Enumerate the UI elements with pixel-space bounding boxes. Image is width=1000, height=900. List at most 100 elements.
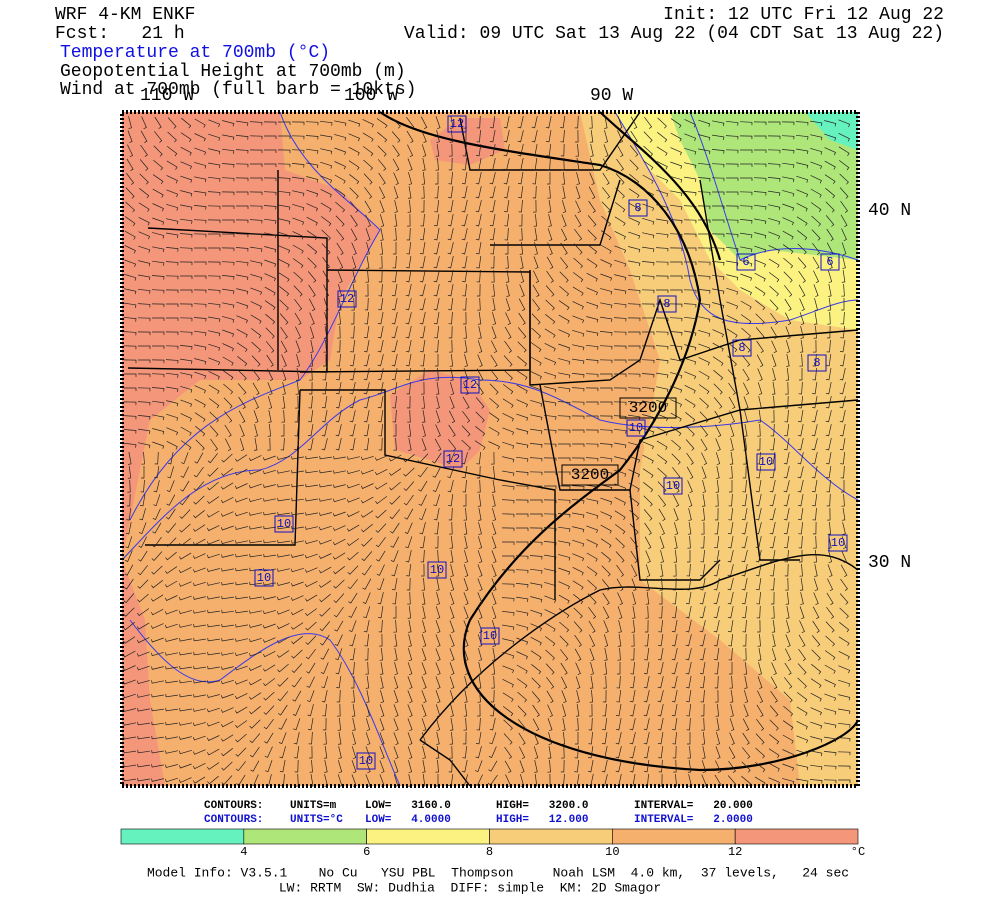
temperature-label: 10 (759, 455, 773, 469)
colorbar-unit: °C (851, 845, 865, 859)
contour-info: UNITS=m (290, 800, 337, 812)
label-box (828, 534, 848, 552)
label-box (732, 339, 752, 357)
border-line (419, 554, 859, 741)
field-title: Wind at 700mb (full barb = 10kts) (60, 80, 416, 100)
label-box (356, 752, 376, 770)
temperature-label: 12 (340, 292, 354, 306)
label-box (480, 627, 500, 645)
colorbar-tick-label: 6 (363, 845, 370, 859)
temperature-label: 6 (826, 255, 833, 269)
height-contour (379, 111, 860, 772)
temperature-contour (614, 111, 859, 325)
height-label: 3200 (629, 399, 667, 417)
temperature-label: 10 (483, 629, 497, 643)
temperature-label: 10 (666, 479, 680, 493)
temperature-label: 8 (634, 201, 641, 215)
temperature-label: 10 (629, 421, 643, 435)
label-box (443, 450, 463, 468)
contour-info: HIGH= 3200.0 (496, 800, 588, 812)
label-box (736, 253, 756, 271)
label-box (628, 199, 648, 217)
map: 12 12 12 12 10 10 10 10 10 10 10 10 10 8 8 8 8 6 6 3200 3200 (120, 110, 860, 788)
contour-info: INTERVAL= 2.0000 (634, 814, 753, 826)
colorbar: 4 6 8 10 12 °C (120, 828, 865, 859)
field-title: Geopotential Height at 700mb (m) (60, 62, 406, 82)
contour-info: UNITS=°C (290, 814, 343, 826)
colorbar-tick-label: 10 (605, 845, 619, 859)
colorbar-segment (612, 828, 736, 845)
longitude-label: 90 W (590, 86, 633, 106)
temperature-fill (430, 118, 505, 165)
label-box (756, 453, 776, 471)
colorbar-tick-label: 8 (486, 845, 493, 859)
label-box (274, 515, 294, 533)
temperature-fill (670, 112, 858, 260)
border-line (300, 389, 556, 600)
border-line (490, 179, 621, 246)
label-box (619, 397, 677, 419)
temperature-fill (122, 112, 380, 560)
colorbar-segment (243, 828, 367, 845)
height-contour (599, 111, 722, 261)
temperature-label: 10 (359, 754, 373, 768)
border-line (145, 389, 301, 546)
temperature-label: 8 (663, 297, 670, 311)
temperature-fill (390, 370, 490, 470)
colorbar-segment (120, 828, 245, 845)
contour-info: LOW= 3160.0 (365, 800, 451, 812)
label-box (337, 290, 357, 308)
wind-barbs (122, 115, 851, 788)
temperature-label: 10 (277, 517, 291, 531)
latitude-label: 30 N (868, 553, 911, 573)
colorbar-segment (734, 828, 859, 845)
contour-info: INTERVAL= 20.000 (634, 800, 753, 812)
border-line (629, 489, 721, 581)
temperature-label: 6 (742, 255, 749, 269)
temperature-label: 10 (831, 536, 845, 550)
temperature-label: 8 (738, 341, 745, 355)
border-line (529, 270, 641, 386)
temperature-fill (580, 112, 858, 786)
colorbar-segment (366, 828, 490, 845)
temperature-fill (122, 560, 165, 786)
temperature-contour (129, 111, 381, 521)
label-box (657, 295, 677, 313)
temperature-contour (121, 376, 859, 561)
contour-info: CONTOURS: (204, 814, 263, 826)
init-time: Init: 12 UTC Fri 12 Aug 22 (663, 5, 944, 25)
colorbar-tick-label: 4 (240, 845, 247, 859)
label-box (561, 464, 619, 486)
border-line (639, 297, 859, 361)
longitude-label: 100 W (344, 86, 398, 106)
label-box (820, 253, 840, 271)
label-box (254, 569, 274, 587)
model-title: WRF 4-KM ENKF (55, 5, 195, 25)
colorbar-tick-label: 12 (728, 845, 742, 859)
footer-line: LW: RRTM SW: Dudhia DIFF: simple KM: 2D … (279, 880, 661, 895)
longitude-label: 110 W (140, 86, 194, 106)
label-box (663, 477, 683, 495)
temperature-label: 12 (450, 117, 464, 131)
field-title: Temperature at 700mb (°C) (60, 43, 330, 63)
temperature-label: 10 (257, 571, 271, 585)
contour-info: HIGH= 12.000 (496, 814, 588, 826)
border-line (419, 739, 471, 787)
temperature-fill (805, 112, 858, 150)
label-box (447, 115, 467, 133)
temperature-label: 8 (813, 356, 820, 370)
label-box (626, 419, 646, 437)
label-box (460, 376, 480, 394)
temperature-contour (129, 619, 401, 787)
map-frame (120, 110, 860, 788)
label-box (807, 354, 827, 372)
temperature-label: 12 (463, 378, 477, 392)
colorbar-segment (489, 828, 613, 845)
border-line (127, 227, 328, 373)
forecast-hour: Fcst: 21 h (55, 24, 185, 44)
temperature-label: 12 (446, 452, 460, 466)
contour-info: LOW= 4.0000 (365, 814, 451, 826)
height-label: 3200 (571, 466, 609, 484)
footer-line: Model Info: V3.5.1 No Cu YSU PBL Thompso… (147, 865, 849, 880)
